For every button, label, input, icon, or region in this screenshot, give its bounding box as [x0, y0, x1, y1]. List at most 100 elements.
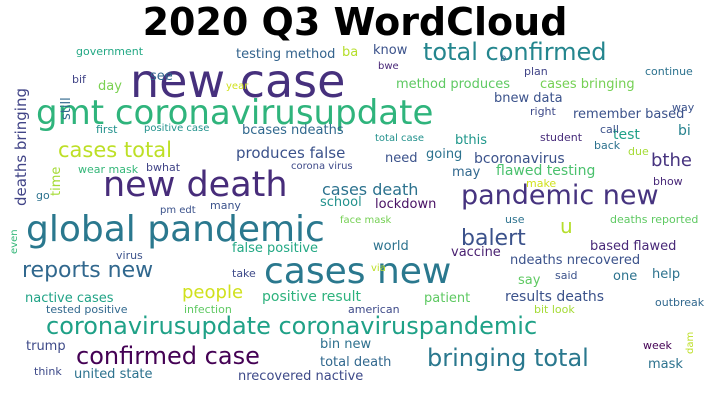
word-via: via [371, 263, 386, 274]
word-bcoronavirus: bcoronavirus [474, 151, 565, 167]
word-said: said [555, 269, 578, 282]
word-still: still [59, 97, 74, 120]
wordcloud-title: 2020 Q3 WordCloud [142, 0, 568, 44]
word-american: american [348, 303, 400, 316]
word-new-death: new death [103, 165, 288, 205]
word-new-case: new case [130, 54, 346, 108]
word-week: week [643, 339, 672, 352]
word-bin-new: bin new [320, 337, 372, 352]
word-right: right [530, 105, 556, 118]
word-student: student [540, 131, 583, 144]
word-remember-based: remember based [573, 107, 685, 122]
word-virus: virus [116, 249, 143, 262]
word-use: use [505, 213, 525, 226]
word-bit-look: bit look [534, 303, 575, 316]
word-first: first [96, 123, 118, 136]
word-bringing-total: bringing total [427, 344, 589, 372]
word-reports-new: reports new [22, 258, 154, 283]
word-deaths-bringing: deaths bringing [12, 88, 30, 206]
word-total-death: total death [320, 355, 392, 370]
word-bi: bi [678, 123, 691, 139]
word-help: help [652, 267, 681, 282]
word-need: need [385, 151, 418, 166]
word-based-flawed: based flawed [590, 239, 677, 254]
word-going: going [426, 147, 463, 162]
word-tested-positive: tested positive [46, 303, 128, 316]
word-call: call [600, 123, 619, 136]
word-nrecovered-nactive: nrecovered nactive [238, 369, 364, 384]
word-positive-result: positive result [262, 289, 361, 305]
word-gmt-coronavirusupdate: gmt coronavirusupdate [36, 93, 434, 133]
word-vaccine: vaccine [451, 245, 501, 260]
word-method-produces: method produces [396, 77, 511, 92]
word-face-mask: face mask [340, 215, 392, 226]
word-one: one [613, 269, 638, 284]
word-go: go [36, 189, 50, 202]
word-think: think [34, 365, 62, 378]
word-even: even [9, 229, 20, 254]
word-confirmed-case: confirmed case [76, 342, 260, 370]
word-u: u [560, 214, 573, 238]
word-people: people [182, 282, 244, 303]
word-make: make [526, 177, 557, 190]
word-patient: patient [424, 291, 471, 306]
word-total-confirmed: total confirmed [423, 38, 607, 66]
word-know: know [373, 43, 408, 58]
word-false-positive: false positive [232, 241, 319, 256]
word-bthis: bthis [455, 133, 487, 148]
word-cases-bringing: cases bringing [540, 77, 635, 92]
word-global-pandemic: global pandemic [26, 209, 325, 250]
word-bcases-ndeaths: bcases ndeaths [242, 123, 344, 138]
word-may: may [452, 165, 481, 180]
word-test: test [613, 127, 640, 143]
word-pm-edt: pm edt [160, 205, 196, 216]
word-testing-method: testing method [236, 47, 336, 62]
word-produces-false: produces false [236, 144, 346, 162]
word-ndeaths-nrecovered: ndeaths nrecovered [510, 253, 641, 268]
word-bwe: bwe [378, 61, 399, 72]
word-school: school [320, 195, 362, 210]
word-government: government [76, 45, 144, 58]
word-positive-case: positive case [144, 123, 210, 134]
word-balert: balert [461, 226, 526, 251]
word-bif: bif [72, 73, 86, 86]
word-dam: dam [685, 331, 696, 354]
word-back: back [594, 139, 621, 152]
word-nactive-cases: nactive cases [25, 291, 114, 306]
word-cases-new: cases new [264, 251, 452, 292]
word-due: due [628, 145, 649, 158]
word-bhow: bhow [653, 175, 683, 188]
word-infection: infection [184, 303, 232, 316]
word-day: day [98, 79, 122, 94]
word-way: way [672, 101, 695, 114]
word-b: b [500, 53, 507, 64]
word-world: world [373, 239, 409, 254]
word-year: year [226, 81, 249, 92]
word-corona-virus: corona virus [291, 161, 353, 172]
word-coronavirusupdate-coronaviruspandemic: coronavirusupdate coronaviruspandemic [46, 312, 538, 340]
word-cases-total: cases total [58, 138, 172, 162]
word-mask: mask [648, 357, 683, 372]
word-wear-mask: wear mask [78, 163, 139, 176]
word-united-state: united state [74, 367, 153, 382]
word-results-deaths: results deaths [505, 289, 605, 305]
word-take: take [232, 267, 256, 280]
word-bwhat: bwhat [146, 161, 181, 174]
word-bnew-data: bnew data [494, 91, 563, 106]
word-deaths-reported: deaths reported [610, 213, 699, 226]
word-total-case: total case [375, 133, 425, 144]
word-trump: trump [26, 339, 66, 354]
word-see: see [150, 69, 173, 84]
word-outbreak: outbreak [655, 296, 705, 309]
word-ba: ba [342, 45, 359, 60]
word-continue: continue [645, 65, 693, 78]
word-time: time [49, 166, 64, 196]
word-plan: plan [524, 65, 548, 78]
word-lockdown: lockdown [375, 197, 437, 212]
word-say: say [518, 273, 541, 288]
word-pandemic-new: pandemic new [461, 180, 659, 211]
word-many: many [210, 199, 241, 212]
word-bthe: bthe [651, 150, 692, 171]
word-cases-death: cases death [322, 180, 419, 199]
